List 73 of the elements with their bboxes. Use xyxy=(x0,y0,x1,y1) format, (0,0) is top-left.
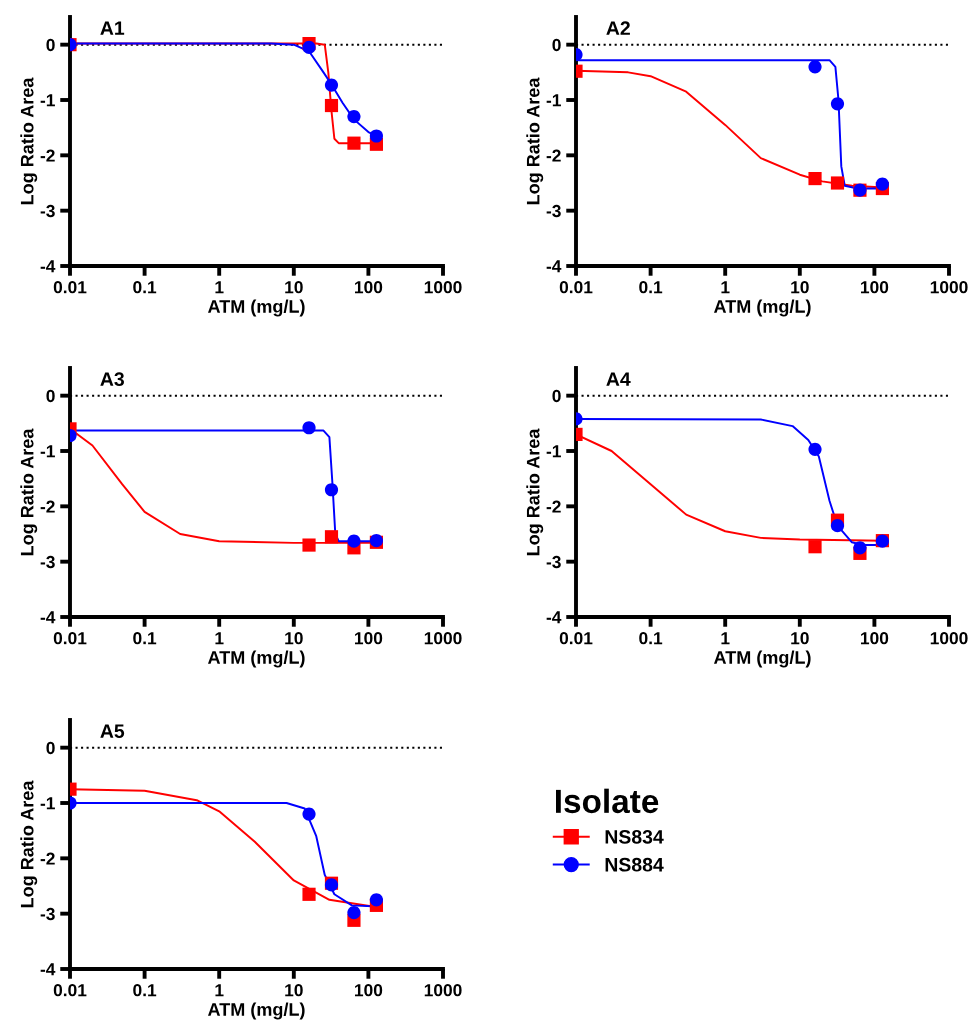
x-tick-label: 100 xyxy=(355,281,383,294)
x-tick-label: 0.1 xyxy=(133,632,157,645)
y-tick-label: -4 xyxy=(546,260,562,273)
x-axis-title: ATM (mg/L) xyxy=(713,299,811,317)
y-axis-title: Log Ratio Area xyxy=(526,428,544,556)
x-tick-label: 1000 xyxy=(930,632,968,645)
x-tick-label: 100 xyxy=(861,632,889,645)
x-axis-title: ATM (mg/L) xyxy=(207,650,305,668)
x-tick-label: 0.01 xyxy=(559,281,593,294)
x-tick-label: 0.1 xyxy=(133,984,157,997)
y-tick-label: -4 xyxy=(546,611,562,624)
x-tick-label: 1 xyxy=(721,281,730,294)
x-tick-label: 1000 xyxy=(930,281,968,294)
x-tick-label: 1 xyxy=(215,984,224,997)
y-tick-label: 0 xyxy=(46,389,55,403)
y-tick-label: -4 xyxy=(40,611,56,624)
x-tick-label: 100 xyxy=(355,984,383,997)
x-tick-label: 0.01 xyxy=(53,632,87,645)
x-tick-label: 10 xyxy=(791,281,809,294)
y-tick-label: -1 xyxy=(40,797,55,810)
x-tick-label: 10 xyxy=(285,632,303,645)
y-tick-label: -3 xyxy=(40,907,55,921)
chart-title: A3 xyxy=(100,372,124,387)
y-tick-label: 0 xyxy=(552,38,561,52)
chart-title: A2 xyxy=(606,21,630,35)
y-axis-title: Log Ratio Area xyxy=(526,77,544,205)
legend-label: NS834 xyxy=(605,829,664,844)
y-tick-label: -2 xyxy=(546,500,561,513)
y-tick-label: -2 xyxy=(40,149,55,162)
y-tick-label: 0 xyxy=(46,741,55,755)
x-axis-title: ATM (mg/L) xyxy=(207,1002,305,1020)
y-axis-title: Log Ratio Area xyxy=(20,77,38,205)
y-tick-label: 0 xyxy=(46,38,55,52)
y-tick-label: -3 xyxy=(40,555,55,569)
x-tick-label: 100 xyxy=(861,281,889,294)
y-tick-label: -2 xyxy=(40,500,55,513)
x-tick-label: 10 xyxy=(285,984,303,997)
x-tick-label: 0.1 xyxy=(639,632,663,645)
x-tick-label: 1 xyxy=(215,632,224,645)
x-tick-label: 0.01 xyxy=(53,281,87,294)
x-tick-label: 1000 xyxy=(424,281,462,294)
y-tick-label: -2 xyxy=(546,149,561,162)
legend-label: NS884 xyxy=(605,857,664,872)
x-tick-label: 0.1 xyxy=(133,281,157,294)
y-tick-label: 0 xyxy=(552,389,561,403)
y-tick-label: -3 xyxy=(546,204,561,218)
legend-title: Isolate xyxy=(555,788,659,814)
y-tick-label: -1 xyxy=(546,94,561,107)
y-tick-label: -4 xyxy=(40,963,56,976)
y-tick-label: -2 xyxy=(40,852,55,865)
x-tick-label: 0.1 xyxy=(639,281,663,294)
x-tick-label: 100 xyxy=(355,632,383,645)
y-tick-label: -1 xyxy=(546,445,561,458)
x-tick-label: 1000 xyxy=(424,632,462,645)
chart-title: A5 xyxy=(100,724,125,739)
y-axis-title: Log Ratio Area xyxy=(20,780,38,908)
x-tick-label: 1000 xyxy=(424,984,462,997)
y-tick-label: -3 xyxy=(40,204,55,218)
y-tick-label: -3 xyxy=(546,555,561,569)
x-tick-label: 0.01 xyxy=(53,984,87,997)
chart-title: A1 xyxy=(100,21,125,35)
x-tick-label: 1 xyxy=(215,281,224,294)
y-tick-label: -4 xyxy=(40,260,56,273)
x-axis-title: ATM (mg/L) xyxy=(207,299,305,317)
x-tick-label: 10 xyxy=(791,632,809,645)
x-tick-label: 0.01 xyxy=(559,632,593,645)
y-tick-label: -1 xyxy=(40,445,55,458)
y-axis-title: Log Ratio Area xyxy=(20,428,38,556)
x-tick-label: 1 xyxy=(721,632,730,645)
x-axis-title: ATM (mg/L) xyxy=(713,650,811,668)
x-tick-label: 10 xyxy=(285,281,303,294)
y-tick-label: -1 xyxy=(40,94,55,107)
chart-title: A4 xyxy=(606,372,631,386)
